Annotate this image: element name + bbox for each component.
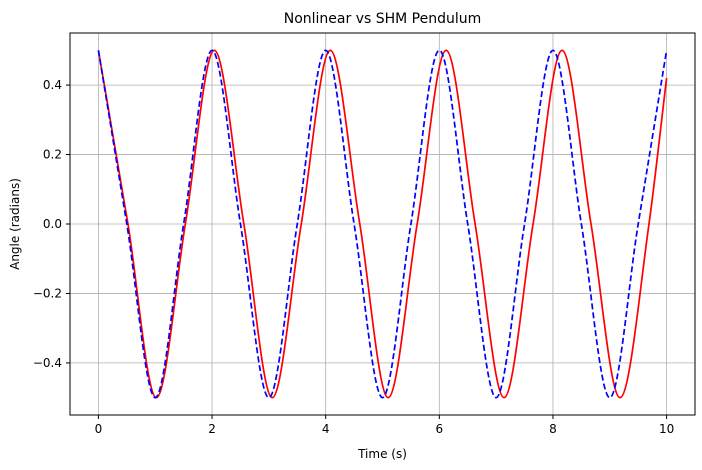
x-tick-label: 6	[435, 422, 443, 436]
x-axis-label: Time (s)	[357, 447, 407, 461]
y-tick-label: 0.0	[43, 217, 62, 231]
x-tick-label: 0	[95, 422, 103, 436]
y-tick-label: 0.2	[43, 148, 62, 162]
axis-ticks: 0 2 4 6 8 10 −0.4 −0.2 0.0 0.2 0.4	[33, 78, 674, 436]
series-line-dashed-blue	[97, 49, 668, 399]
plot-area: 0 2 4 6 8 10 −0.4 −0.2 0.0 0.2 0.4	[33, 32, 696, 436]
y-tick-label: −0.2	[33, 286, 62, 300]
series-lines	[97, 49, 668, 399]
series-line-solid-red	[97, 49, 668, 399]
x-tick-label: 4	[322, 422, 330, 436]
chart-title: Nonlinear vs SHM Pendulum	[284, 11, 482, 27]
x-tick-label: 10	[659, 422, 674, 436]
y-axis-label: Angle (radians)	[8, 178, 22, 270]
x-tick-label: 2	[208, 422, 216, 436]
x-tick-label: 8	[549, 422, 557, 436]
y-tick-label: −0.4	[33, 356, 62, 370]
y-tick-label: 0.4	[43, 78, 62, 92]
